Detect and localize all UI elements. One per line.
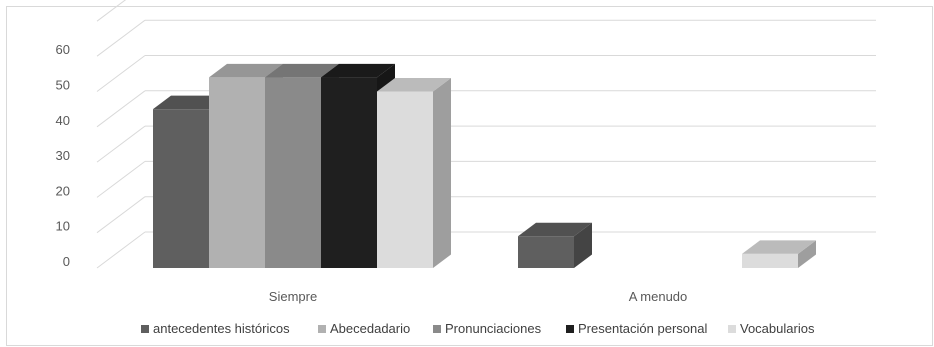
bar-top [518, 222, 592, 237]
gridline-diagonal [96, 90, 146, 128]
legend-swatch [566, 325, 574, 333]
y-tick-label: 20 [56, 183, 70, 198]
legend-swatch [728, 325, 736, 333]
bar-side [433, 78, 451, 268]
gridline-diagonal [96, 19, 146, 57]
bar-top [321, 63, 395, 78]
y-tick-label: 0 [63, 254, 70, 269]
bar [518, 236, 574, 268]
legend-label: Abecedadario [330, 321, 410, 336]
bar-side [574, 222, 592, 268]
bar-top [209, 63, 283, 78]
bar [742, 253, 798, 268]
legend-swatch [433, 325, 441, 333]
x-category-label: A menudo [629, 289, 688, 304]
gridline-diagonal [96, 231, 146, 269]
bar-top [377, 78, 451, 92]
bar [265, 77, 321, 268]
bar [209, 77, 265, 268]
y-tick-label: 40 [56, 113, 70, 128]
y-tick-label: 50 [56, 78, 70, 93]
bar [321, 77, 377, 268]
bar-top [265, 63, 339, 78]
gridline-diagonal [96, 0, 127, 22]
bar [153, 109, 209, 269]
legend-label: antecedentes históricos [153, 321, 290, 336]
y-tick-label: 60 [56, 42, 70, 57]
y-tick-label: 10 [56, 219, 70, 234]
gridline-diagonal [96, 160, 146, 198]
gridline-diagonal [96, 125, 146, 163]
x-category-label: Siempre [269, 289, 317, 304]
bar-top [153, 95, 227, 110]
legend-label: Pronunciaciones [445, 321, 542, 336]
bar-top [742, 240, 816, 254]
legend-swatch [318, 325, 326, 333]
y-tick-label: 30 [56, 148, 70, 163]
legend-swatch [141, 325, 149, 333]
legend-label: Presentación personal [578, 321, 707, 336]
gridline-diagonal [96, 55, 146, 92]
gridline-diagonal [96, 196, 146, 234]
legend-label: Vocabularios [740, 321, 815, 336]
bar [377, 91, 433, 268]
bar-side [798, 240, 816, 268]
